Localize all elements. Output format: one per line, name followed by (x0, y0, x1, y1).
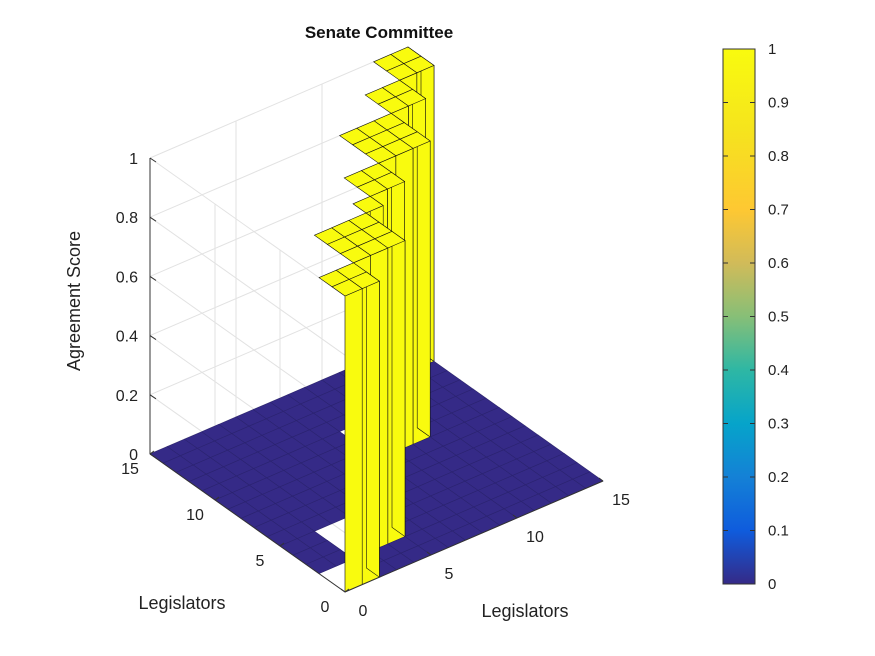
z-tick-label: 0.4 (116, 329, 138, 346)
colorbar-tick-label: 0.9 (768, 95, 789, 112)
x-axis-label: Legislators (481, 601, 568, 621)
x-tick-label: 15 (612, 492, 630, 509)
colorbar-tick-label: 0.2 (768, 469, 789, 486)
colorbar-tick-label: 0.1 (768, 523, 789, 540)
colorbar-tick-label: 0.6 (768, 255, 789, 272)
surface-cell (331, 279, 363, 297)
x-tick-label: 10 (526, 529, 544, 546)
z-tick-label: 1 (129, 151, 138, 168)
colorbar-tick-label: 0.3 (768, 416, 789, 433)
y-tick-label: 0 (321, 599, 330, 616)
x-axis-ticks: 0 5 10 15 (340, 477, 630, 620)
colorbar-ticks: 0 0.1 0.2 0.3 0.4 0.5 0.6 0.7 0.8 0.9 1 (723, 41, 789, 593)
z-tick-label: 0 (129, 447, 138, 464)
y-axis-label: Legislators (138, 593, 225, 613)
surface-cell (385, 63, 418, 81)
colorbar-tick-label: 0.4 (768, 362, 789, 379)
axes-box (149, 158, 604, 593)
surface-cell (377, 96, 410, 114)
z-axis-label: Agreement Score (64, 231, 84, 371)
y-tick-label: 5 (256, 553, 265, 570)
y-tick-label: 10 (186, 507, 204, 524)
surface-cell (364, 146, 397, 164)
x-tick-label: 0 (359, 603, 368, 620)
colorbar-tick-label: 0.7 (768, 202, 789, 219)
surface-cell (352, 196, 384, 214)
z-axis-ticks: 0 0.2 0.4 0.6 0.8 1 (116, 151, 157, 464)
surface-plot (149, 46, 604, 593)
y-axis-ticks: 0 5 10 15 (121, 450, 350, 616)
z-tick-label: 0.2 (116, 388, 138, 405)
z-tick-label: 0.8 (116, 210, 138, 227)
surface-cell (339, 245, 372, 264)
colorbar-tick-label: 1 (768, 41, 776, 58)
colorbar-tick-label: 0 (768, 576, 776, 593)
x-tick-label: 5 (445, 566, 454, 583)
colorbar-tick-label: 0.5 (768, 309, 789, 326)
surface-cell (356, 179, 389, 197)
chart-title: Senate Committee (305, 23, 453, 42)
z-tick-label: 0.6 (116, 269, 138, 286)
y-tick-label: 15 (121, 461, 139, 478)
colorbar-tick-label: 0.8 (768, 148, 789, 165)
